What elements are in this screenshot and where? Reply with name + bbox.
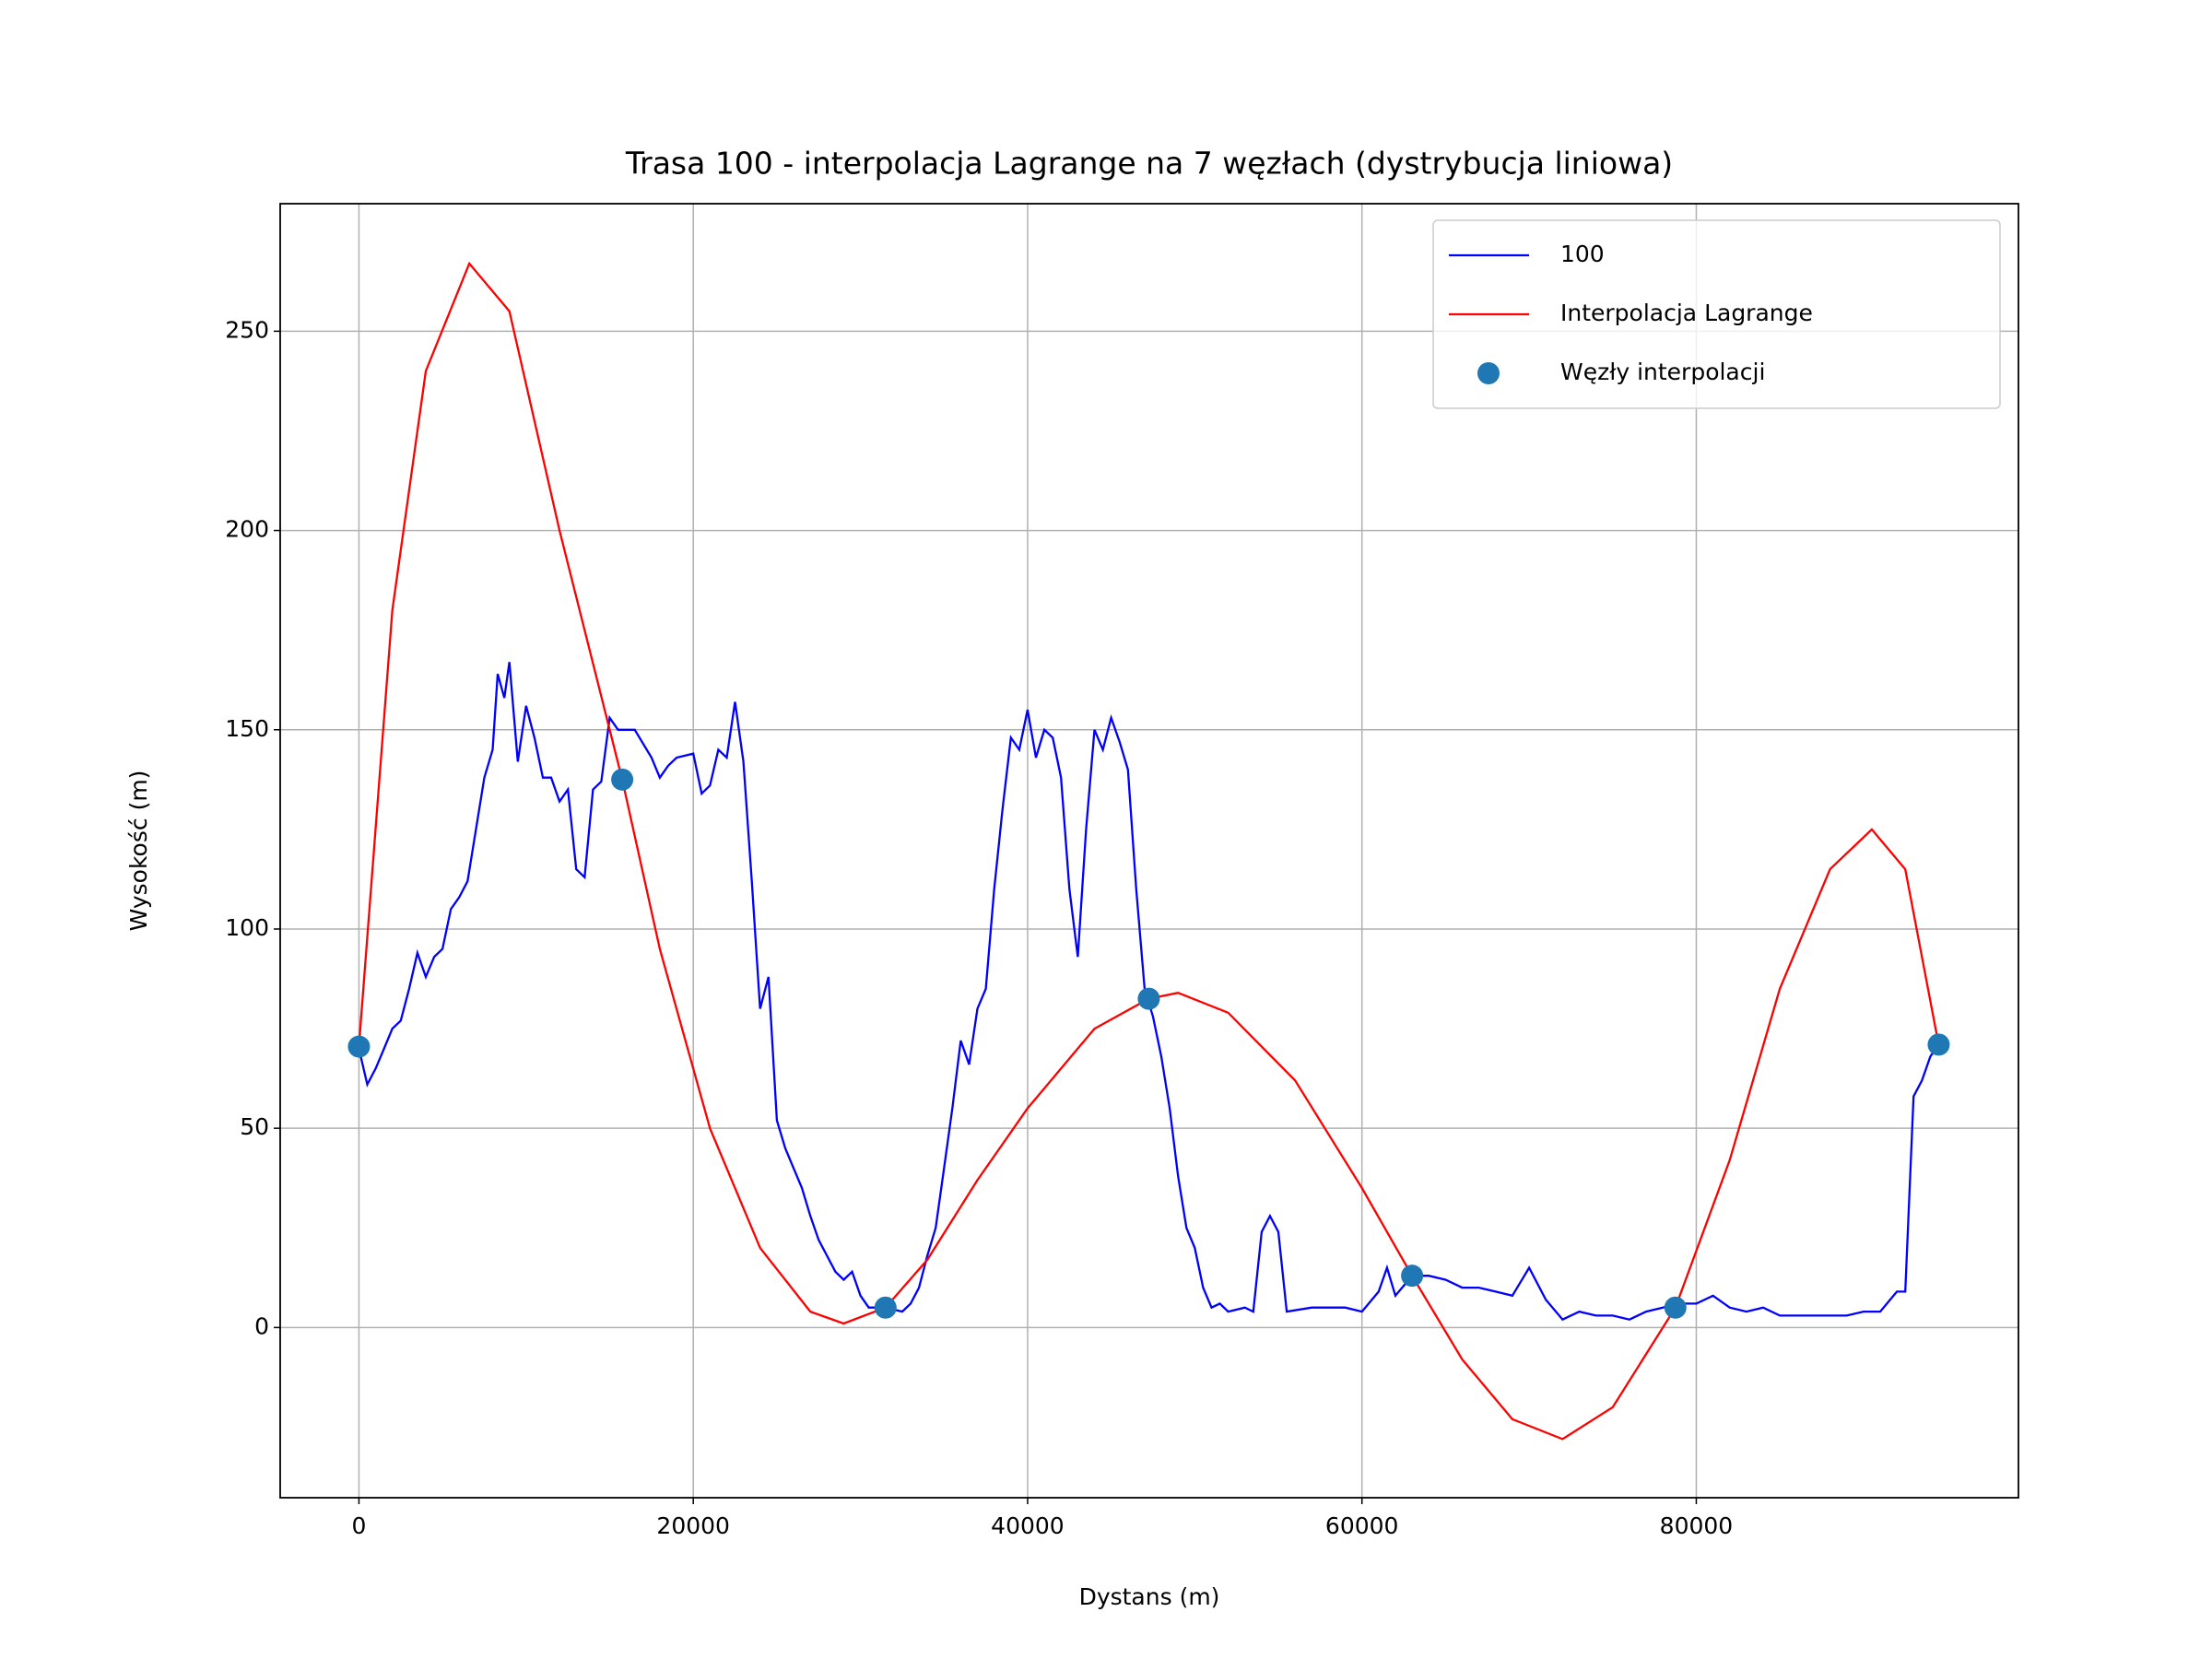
legend-label: Węzły interpolacji <box>1560 359 1765 385</box>
x-axis-label: Dystans (m) <box>1079 1583 1220 1610</box>
y-tick-label: 0 <box>254 1312 269 1339</box>
data-point <box>1664 1296 1687 1319</box>
data-point <box>1401 1265 1424 1288</box>
chart-title: Trasa 100 - interpolacja Lagrange na 7 w… <box>625 146 1673 182</box>
legend-box <box>1432 219 2001 409</box>
data-point <box>1927 1033 1950 1056</box>
x-tick-label: 40000 <box>991 1512 1065 1539</box>
y-tick-label: 50 <box>240 1113 269 1140</box>
x-tick-label: 0 <box>351 1512 366 1539</box>
data-point <box>874 1296 897 1319</box>
y-tick-label: 100 <box>225 914 269 941</box>
data-point <box>611 768 634 791</box>
x-tick-label: 60000 <box>1325 1512 1399 1539</box>
data-point <box>347 1035 371 1058</box>
data-point <box>1137 987 1160 1010</box>
legend-marker <box>1477 362 1500 384</box>
legend-label: 100 <box>1560 241 1605 267</box>
plot-frame <box>279 203 2019 1499</box>
data-line <box>358 662 1940 1322</box>
x-tick-label: 80000 <box>1660 1512 1734 1539</box>
y-tick-label: 250 <box>225 316 269 343</box>
x-tick-label: 20000 <box>656 1512 730 1539</box>
legend-label: Interpolacja Lagrange <box>1560 300 1813 326</box>
y-tick-label: 200 <box>225 516 269 543</box>
data-line <box>358 261 1940 1441</box>
y-axis-label: Wysokość (m) <box>125 771 152 932</box>
y-tick-label: 150 <box>225 715 269 742</box>
